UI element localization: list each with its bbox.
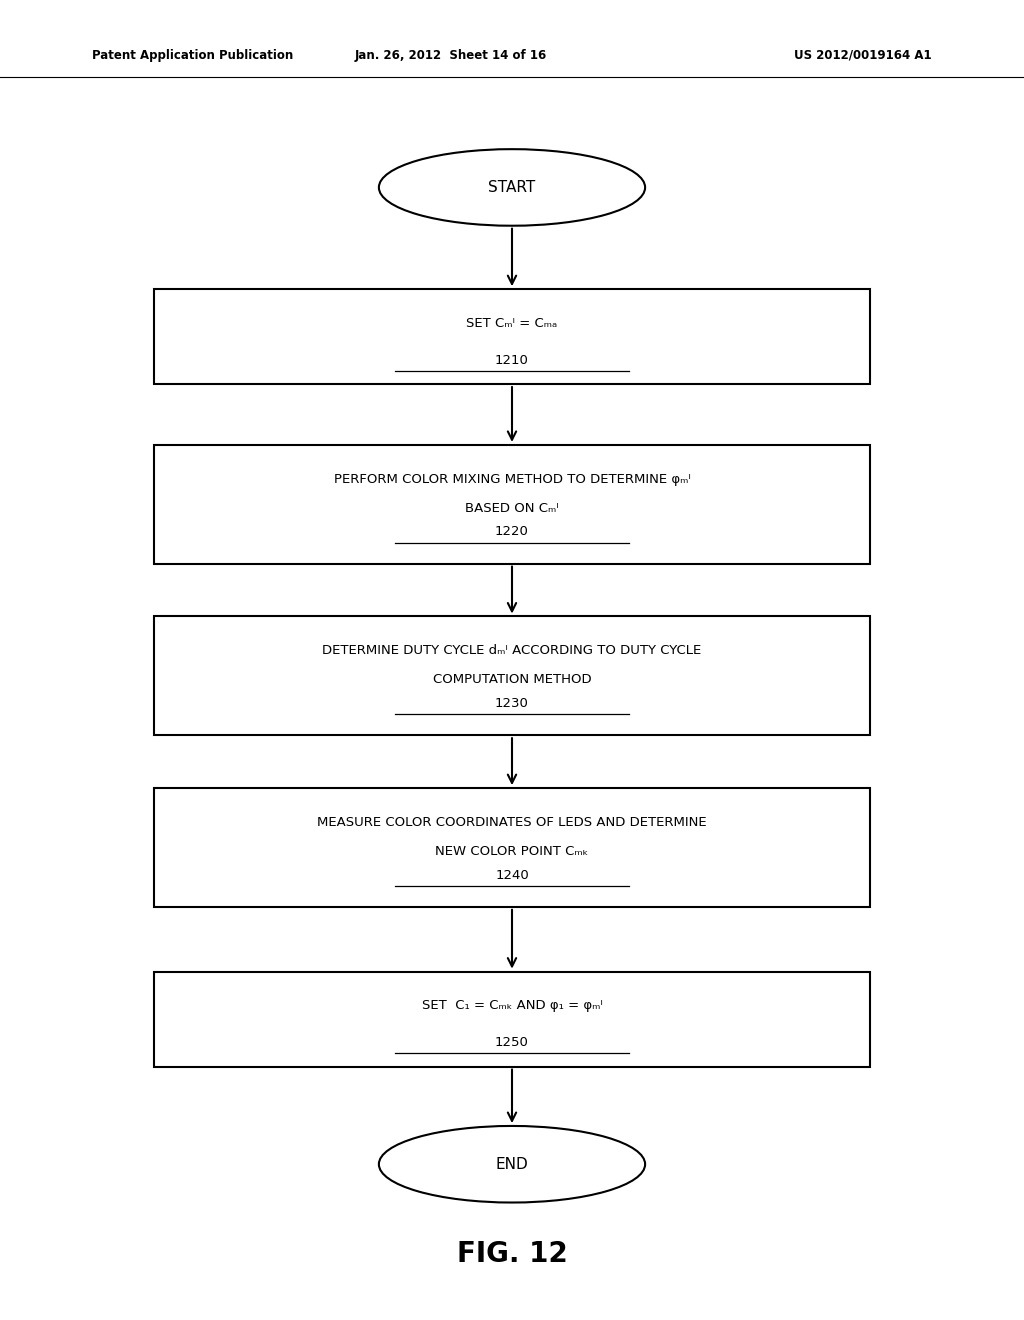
Text: SET  C₁ = Cₘₖ AND φ₁ = φₘᴵ: SET C₁ = Cₘₖ AND φ₁ = φₘᴵ	[422, 999, 602, 1012]
Text: 1220: 1220	[495, 525, 529, 539]
Text: Patent Application Publication: Patent Application Publication	[92, 49, 294, 62]
Text: 1250: 1250	[495, 1036, 529, 1049]
Text: PERFORM COLOR MIXING METHOD TO DETERMINE φₘᴵ: PERFORM COLOR MIXING METHOD TO DETERMINE…	[334, 473, 690, 486]
Text: Jan. 26, 2012  Sheet 14 of 16: Jan. 26, 2012 Sheet 14 of 16	[354, 49, 547, 62]
Text: 1210: 1210	[495, 354, 529, 367]
Text: START: START	[488, 180, 536, 195]
Text: 1230: 1230	[495, 697, 529, 710]
Bar	[154, 289, 870, 384]
Bar	[154, 616, 870, 735]
Text: BASED ON Cₘᴵ: BASED ON Cₘᴵ	[465, 502, 559, 515]
Text: MEASURE COLOR COORDINATES OF LEDS AND DETERMINE: MEASURE COLOR COORDINATES OF LEDS AND DE…	[317, 816, 707, 829]
Bar	[154, 972, 870, 1067]
Text: DETERMINE DUTY CYCLE dₘᴵ ACCORDING TO DUTY CYCLE: DETERMINE DUTY CYCLE dₘᴵ ACCORDING TO DU…	[323, 644, 701, 657]
Bar	[154, 788, 870, 907]
Text: END: END	[496, 1156, 528, 1172]
Bar	[154, 445, 870, 564]
Text: FIG. 12: FIG. 12	[457, 1239, 567, 1269]
Text: 1240: 1240	[496, 869, 528, 882]
Text: SET Cₘᴵ = Cₘₐ: SET Cₘᴵ = Cₘₐ	[466, 317, 558, 330]
Text: US 2012/0019164 A1: US 2012/0019164 A1	[795, 49, 932, 62]
Text: COMPUTATION METHOD: COMPUTATION METHOD	[433, 673, 591, 686]
Text: NEW COLOR POINT Cₘₖ: NEW COLOR POINT Cₘₖ	[435, 845, 589, 858]
